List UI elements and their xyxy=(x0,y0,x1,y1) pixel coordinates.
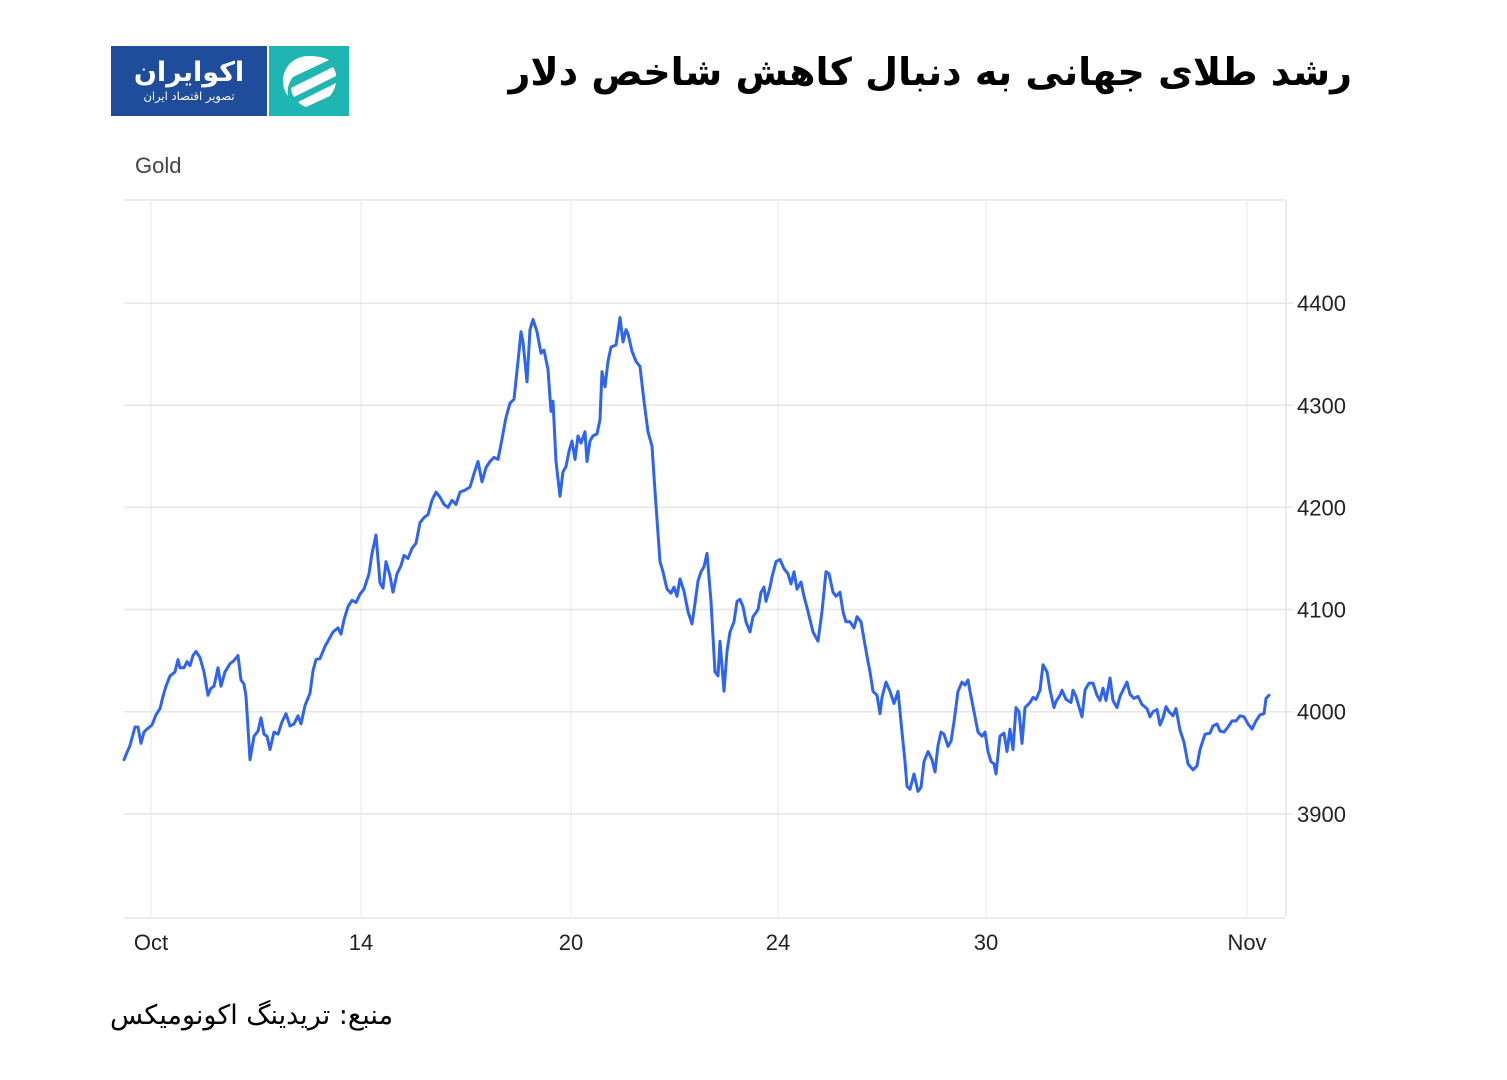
logo-wordmark: اکوایران تصویر اقتصاد ایران xyxy=(111,46,267,116)
x-tick-label: 30 xyxy=(974,930,998,955)
chart-grid xyxy=(124,199,1293,919)
y-tick-label: 3900 xyxy=(1297,802,1346,827)
x-tick-label: Nov xyxy=(1227,930,1266,955)
ecoiran-swirl-icon xyxy=(269,46,349,116)
y-tick-label: 4300 xyxy=(1297,393,1346,418)
y-axis-labels: 4400 4300 4200 4100 4000 3900 xyxy=(1297,291,1346,827)
logo-name: اکوایران xyxy=(133,57,245,88)
y-tick-label: 4200 xyxy=(1297,495,1346,520)
x-tick-label: 20 xyxy=(559,930,583,955)
logo-tagline: تصویر اقتصاد ایران xyxy=(143,89,235,103)
x-tick-label: 24 xyxy=(766,930,790,955)
chart-series-label: Gold xyxy=(135,153,182,178)
ecoiran-logo: اکوایران تصویر اقتصاد ایران xyxy=(111,46,349,116)
page-title: رشد طلای جهانی به دنبال کاهش شاخص دلار xyxy=(508,50,1352,94)
y-tick-label: 4000 xyxy=(1297,700,1346,725)
source-caption: منبع: تریدینگ اکونومیکس xyxy=(110,1000,394,1031)
y-tick-label: 4100 xyxy=(1297,598,1346,623)
gold-price-line xyxy=(122,316,1271,793)
x-tick-label: Oct xyxy=(134,930,168,955)
logo-divider xyxy=(267,46,269,116)
x-axis-labels: Oct 14 20 24 30 Nov xyxy=(134,930,1267,955)
x-tick-label: 14 xyxy=(349,930,373,955)
y-tick-label: 4400 xyxy=(1297,291,1346,316)
